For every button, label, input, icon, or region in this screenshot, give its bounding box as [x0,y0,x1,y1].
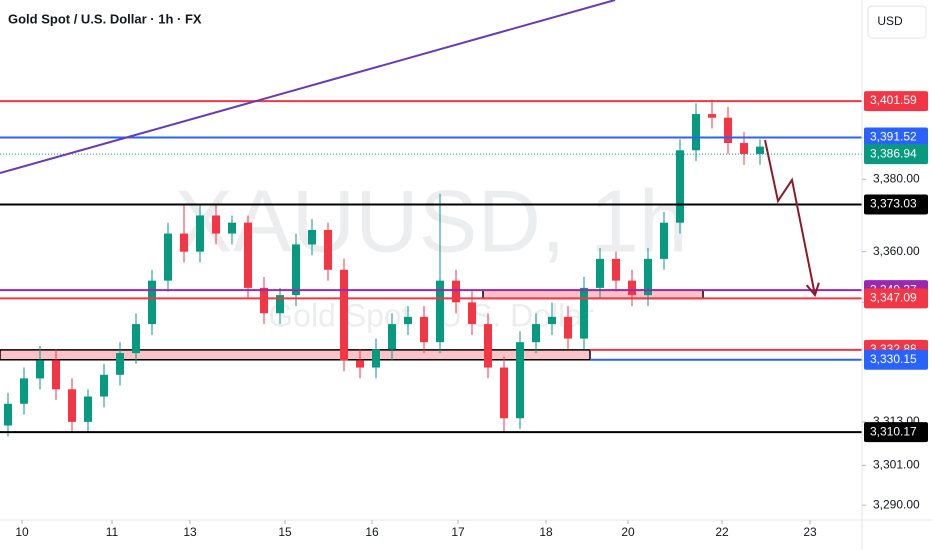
level-label-box [864,349,928,370]
candle-body [644,258,652,296]
trendline [0,0,616,175]
zone [0,349,591,361]
x-tick-label: 10 [15,525,29,539]
x-tick-label: 17 [451,525,465,539]
candle-body [436,280,444,343]
candle-body [660,222,668,259]
candle-body [4,403,12,426]
x-tick-label: 15 [278,525,292,539]
candle-body [244,222,252,288]
level-label: 3,330.15 [870,352,917,366]
y-tick-label: 3,301.00 [873,457,920,471]
candle-body [468,302,476,325]
y-tick-label: 3,380.00 [873,171,920,185]
candle-body [452,280,460,303]
level-label-box [864,194,928,215]
candle-body [164,233,172,281]
candle-body [628,280,636,296]
candle-body [292,244,300,296]
candle-body [180,233,188,252]
candle-body [308,229,316,245]
level-label: 3,391.52 [870,130,917,144]
candle-body [420,316,428,343]
candle-body [100,374,108,397]
candle-body [276,295,284,314]
candle-body [372,349,380,368]
chart-title: Gold Spot / U.S. Dollar · 1h · FX [8,11,202,26]
candle-body [484,324,492,368]
currency-label[interactable]: USD [877,14,903,28]
candle-body [740,143,748,154]
x-tick-label: 11 [106,525,119,539]
watermark-name: Gold Spot · U.S. Dollar [268,297,594,333]
candle-body [388,324,396,350]
candle-body [756,146,764,154]
level-label: 3,373.03 [870,197,917,211]
candle-body [228,222,236,234]
candle-body [676,150,684,223]
x-tick-label: 20 [621,525,635,539]
level-label-box [864,288,928,309]
candle-body [404,316,412,325]
candle-body [260,287,268,314]
candle-body [692,114,700,151]
level-label-box [864,91,928,112]
watermark-symbol: XAUUSD, 1h [174,171,688,270]
candle-body [52,360,60,390]
x-tick-label: 22 [715,525,729,539]
candle-body [212,215,220,234]
candle-body [324,229,332,270]
candle-body [36,360,44,379]
candle-body [356,360,364,368]
level-label: 3,386.94 [870,146,917,160]
x-tick-label: 16 [365,525,379,539]
level-label: 3,310.17 [870,424,917,438]
candle-body [68,389,76,422]
candle-body [708,114,716,118]
candle-body [340,269,348,361]
level-label-box [864,422,928,443]
x-tick-label: 13 [183,525,197,539]
x-tick-label: 23 [803,525,817,539]
forecast-arrowhead [805,282,820,298]
zone [482,289,704,300]
candle-body [132,324,140,354]
candle-body [564,316,572,339]
candle-body [532,324,540,343]
candle-body [596,258,604,288]
candle-body [580,287,588,339]
currency-button[interactable] [867,5,927,39]
level-label-box [864,144,928,165]
candle-body [500,367,508,419]
x-tick-label: 18 [539,525,553,539]
candle-body [116,353,124,375]
candle-body [148,280,156,325]
level-label: 3,401.59 [870,93,917,107]
y-tick-label: 3,360.00 [873,244,920,258]
forecast-path [764,139,816,296]
candle-body [548,316,556,325]
candle-body [196,215,204,252]
candle-body [20,378,28,404]
candle-body [612,258,620,281]
plot-area [0,0,862,437]
candle-body [724,117,732,144]
price-axis: 3,290.003,301.003,313.003,346.003,360.00… [862,91,928,511]
candle-body [84,396,92,422]
candle-body [516,342,524,419]
level-label: 3,347.09 [870,291,917,305]
y-tick-label: 3,290.00 [873,497,920,511]
level-label-box [864,127,928,148]
